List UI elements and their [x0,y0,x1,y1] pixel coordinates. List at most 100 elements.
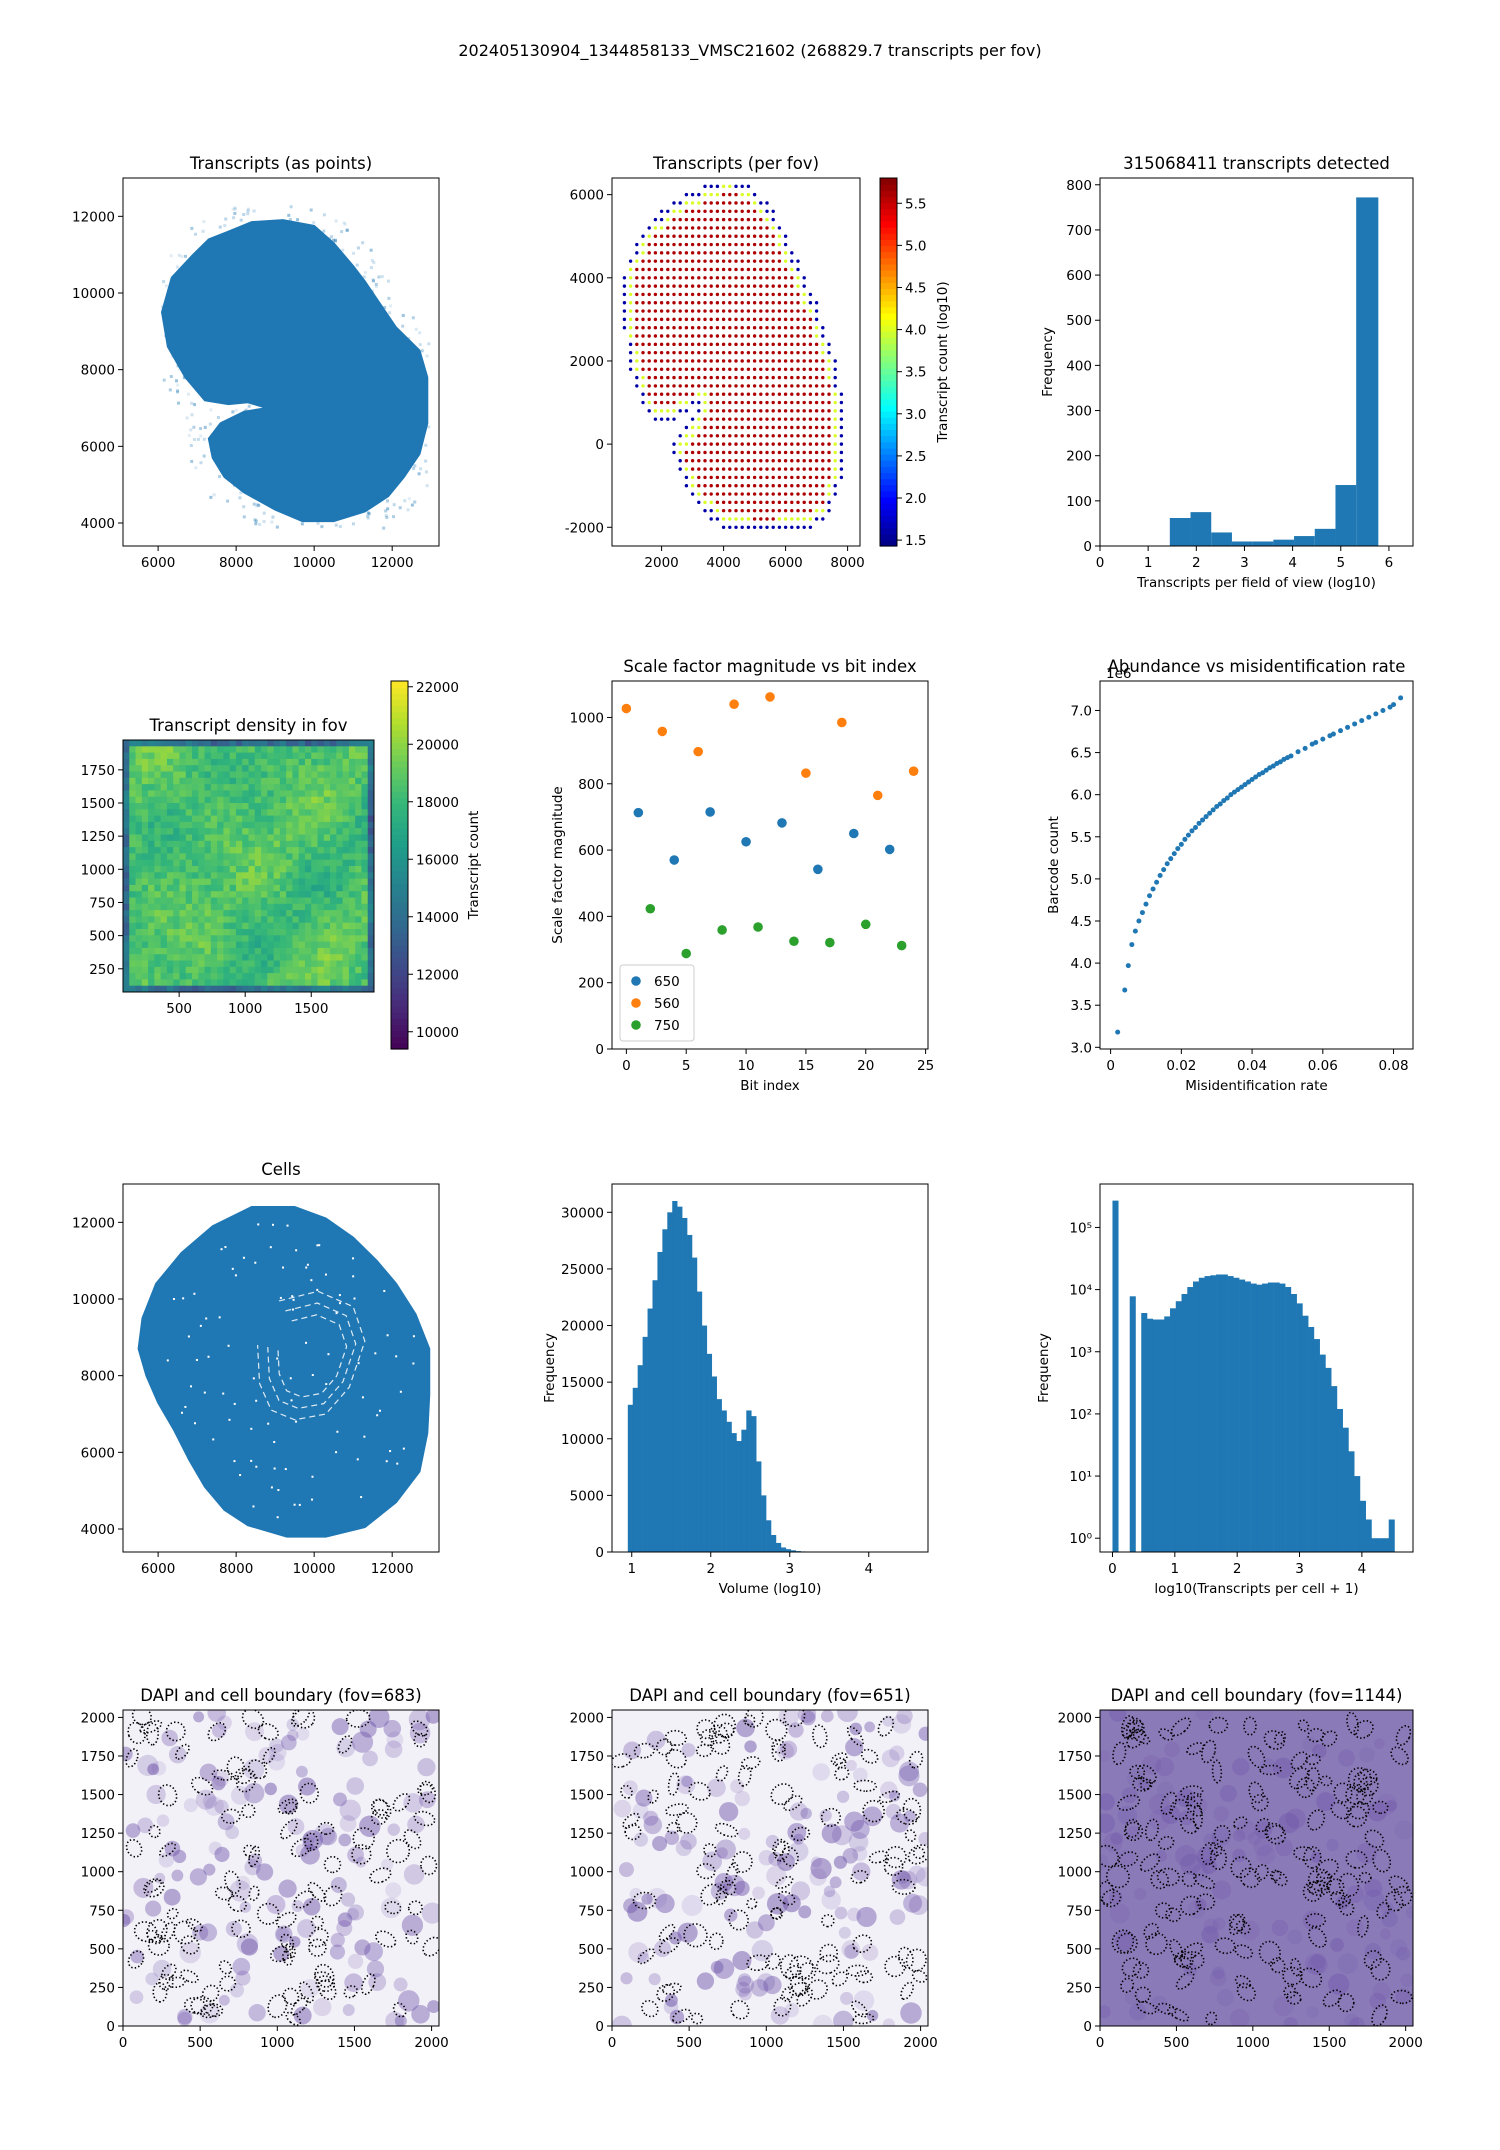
dapi-nucleus [736,1975,755,1994]
fov-point [690,467,695,471]
density-cell [160,922,168,930]
colorbar-segment [391,1006,408,1013]
density-cell [148,973,155,980]
fov-point [659,292,664,297]
density-cell [304,828,312,835]
dapi-nucleus [287,1729,299,1741]
density-cell [267,765,274,772]
dapi-nucleus [1400,1973,1413,1987]
fov-point [827,400,831,405]
density-cell [273,922,281,930]
cell-boundary [323,1855,342,1874]
fov-point [808,292,813,297]
cell-gap-dot [395,1355,398,1358]
fov-point [771,525,775,529]
cell-gap-dot [356,1458,359,1461]
dapi-nucleus [230,1786,250,1805]
fov-point [647,251,651,255]
density-cell [192,985,199,992]
fov-point [740,192,744,197]
density-cell [223,765,231,772]
density-cell [185,771,193,779]
density-cell [330,891,337,898]
density-cell [242,954,249,961]
density-cell [154,891,162,898]
fov-point [703,375,707,380]
dapi-nucleus [300,1844,320,1865]
colorbar-segment [880,478,897,486]
fov-point [709,267,713,272]
density-cell [348,796,356,804]
density-cell [123,897,130,905]
cell-boundary [392,2002,407,2018]
dapi-nucleus [273,1945,290,1962]
fov-point [635,342,639,347]
density-cell [317,840,325,848]
scale-factor-point-560 [908,766,919,776]
fov-point [721,234,726,238]
cell-boundary [664,1729,688,1747]
fov-point [814,392,819,396]
density-cell [160,910,168,917]
density-cell [192,884,199,892]
cell-boundary [1372,1800,1389,1815]
density-cell [229,878,237,886]
fov-point [703,434,707,438]
fov-point [821,517,825,521]
cell-boundary [1285,1991,1302,2005]
density-cell [173,828,180,835]
dapi-nucleus [1187,1900,1206,1919]
axes-dapi-1144: 0 500 1000 1500 2000025050075010001250150017… [1058,1686,1423,2051]
density-cell [198,916,205,924]
density-cell [217,897,224,905]
density-cell [348,916,356,924]
dapi-nucleus [788,1841,809,1862]
transcript-point-outlier [330,235,334,239]
density-cell [179,784,187,791]
fov-point [777,234,782,238]
fov-point [734,409,738,413]
density-cell [192,790,199,798]
fov-point [814,309,819,313]
density-cell [179,758,187,766]
fov-point [796,492,800,496]
transcripts-per-cell-bar [1354,1476,1361,1552]
fov-point [709,292,713,297]
dapi-nucleus [734,1790,750,1807]
dapi-nucleus [1213,1806,1229,1822]
density-cell [361,777,369,785]
fov-point [777,484,782,488]
density-cell [330,872,337,879]
density-cell [141,922,149,930]
fov-point [653,292,658,297]
transcript-point-outlier [255,504,259,508]
fov-point [703,467,707,471]
fov-point [783,301,788,305]
fov-point [628,350,633,355]
transcripts-per-cell-bar [1371,1538,1378,1552]
transcript-point-outlier [361,241,365,245]
abundance-point [1246,779,1252,785]
transcripts-per-cell-bar [1227,1276,1234,1552]
cell-boundary [877,1716,895,1737]
density-cell [192,935,199,942]
density-cell [317,752,325,760]
fov-point [666,334,670,338]
cell-boundary [370,1809,389,1826]
transcript-point-outlier [370,258,374,262]
density-cell [242,765,249,772]
density-cell [129,979,136,987]
density-cell [317,765,325,772]
fov-point [709,259,713,263]
colorbar-segment [391,797,408,805]
density-cell [273,985,281,992]
x-tick-label: 1000 [260,2035,294,2051]
transcript-point-outlier [287,213,291,217]
density-cell [129,809,136,816]
cell-boundary [773,1996,792,2017]
fov-point [796,417,800,421]
fov-point [771,409,775,413]
density-cell [229,872,237,879]
fov-point [740,525,744,529]
density-cell [367,884,374,892]
